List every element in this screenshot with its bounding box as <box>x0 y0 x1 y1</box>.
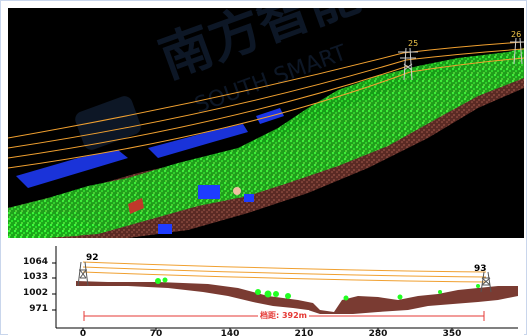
selection-marker[interactable] <box>233 187 241 195</box>
y-tick-marks <box>52 262 56 311</box>
y-tick-label: 1064 <box>22 257 48 267</box>
span-profile-view[interactable]: 1064 1033 1002 971 0 70 140 210 280 350 … <box>8 240 524 336</box>
x-tick-label: 280 <box>368 329 388 336</box>
tower-label-start: 92 <box>86 253 99 263</box>
transmission-tower-25 <box>398 47 418 81</box>
x-tick-label: 350 <box>442 329 462 336</box>
y-tick-label: 1002 <box>22 288 48 298</box>
x-tick-marks <box>82 328 453 331</box>
vegetation-cluster <box>8 213 98 238</box>
x-tick-label: 0 <box>79 329 87 336</box>
ground-profile <box>76 281 518 314</box>
transmission-tower-26 <box>510 37 524 65</box>
tower-label-end: 93 <box>474 264 487 274</box>
structure-points <box>128 198 144 214</box>
point-cloud-3d-view[interactable]: 南方智能 SOUTH SMART <box>8 8 524 238</box>
vegetation-points <box>8 48 524 238</box>
y-tick-label: 971 <box>29 304 48 314</box>
profile-conductors <box>82 261 487 283</box>
point-cloud-canvas[interactable]: 南方智能 SOUTH SMART <box>8 8 524 238</box>
profile-tower-92 <box>77 261 89 287</box>
tower-tag-25: 25 <box>408 39 419 48</box>
y-tick-label: 1033 <box>22 272 48 282</box>
tower-tag-26: 26 <box>511 30 522 39</box>
profile-vegetation <box>155 277 480 301</box>
x-tick-label: 210 <box>294 329 314 336</box>
x-tick-label: 140 <box>220 329 240 336</box>
x-tick-label: 70 <box>149 329 163 336</box>
span-distance-label: 档距: 392m <box>258 310 310 321</box>
profile-tower-93 <box>480 271 492 293</box>
profile-canvas <box>52 246 518 331</box>
power-line-conductors <box>8 41 524 169</box>
